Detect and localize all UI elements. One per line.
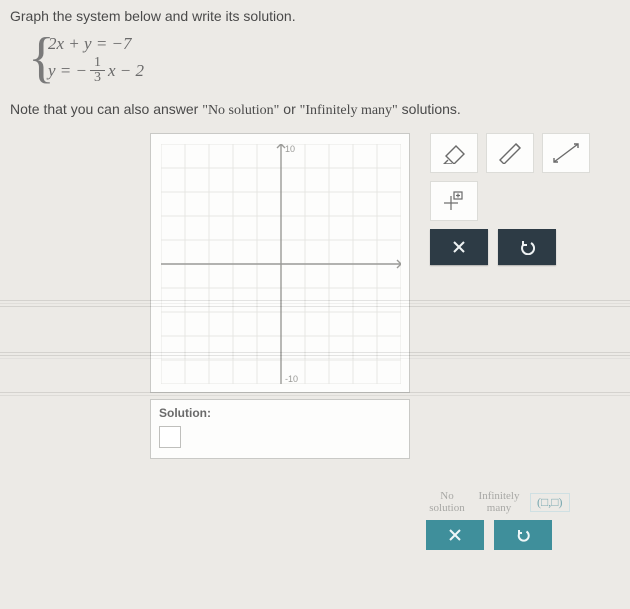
- instruction-text: Graph the system below and write its sol…: [0, 0, 630, 28]
- point-tool[interactable]: [430, 181, 478, 221]
- choice-inf-many[interactable]: Infinitely many: [478, 490, 520, 514]
- tool-palette: [430, 133, 600, 265]
- graph-grid: 10 -10: [161, 144, 401, 384]
- pencil-tool[interactable]: [486, 133, 534, 173]
- brace-glyph: {: [28, 32, 55, 84]
- answer-choices: No solution Infinitely many (□,□): [426, 490, 616, 550]
- undo-button[interactable]: [498, 229, 556, 265]
- choice-ordered-pair[interactable]: (□,□): [530, 493, 570, 512]
- solution-panel: Solution:: [150, 399, 410, 459]
- clear-answer-button[interactable]: [426, 520, 484, 550]
- note-mid: or: [283, 101, 299, 117]
- note-quote-2: "Infinitely many": [300, 103, 398, 118]
- undo-answer-button[interactable]: [494, 520, 552, 550]
- note-prefix: Note that you can also answer: [10, 101, 202, 117]
- equation-system: { 2x + y = −7 y = − 1 3 x − 2: [34, 34, 630, 85]
- fraction-denominator: 3: [90, 71, 105, 85]
- equation-2: y = − 1 3 x − 2: [48, 56, 630, 85]
- eraser-tool[interactable]: [430, 133, 478, 173]
- equation-1: 2x + y = −7: [48, 34, 630, 54]
- note-quote-1: "No solution": [202, 103, 279, 118]
- solution-input[interactable]: [159, 426, 181, 448]
- note-text: Note that you can also answer "No soluti…: [0, 91, 630, 125]
- fraction-numerator: 1: [90, 56, 105, 71]
- solution-label: Solution:: [159, 406, 401, 420]
- eq2-rhs: x − 2: [108, 61, 144, 81]
- eq2-fraction: 1 3: [90, 56, 105, 85]
- line-tool[interactable]: [542, 133, 590, 173]
- clear-button[interactable]: [430, 229, 488, 265]
- note-suffix: solutions.: [402, 101, 461, 117]
- choice-no-solution[interactable]: No solution: [426, 490, 468, 514]
- graph-canvas[interactable]: 10 -10: [150, 133, 410, 393]
- y-bottom-label: -10: [285, 374, 298, 384]
- y-top-label: 10: [285, 144, 295, 154]
